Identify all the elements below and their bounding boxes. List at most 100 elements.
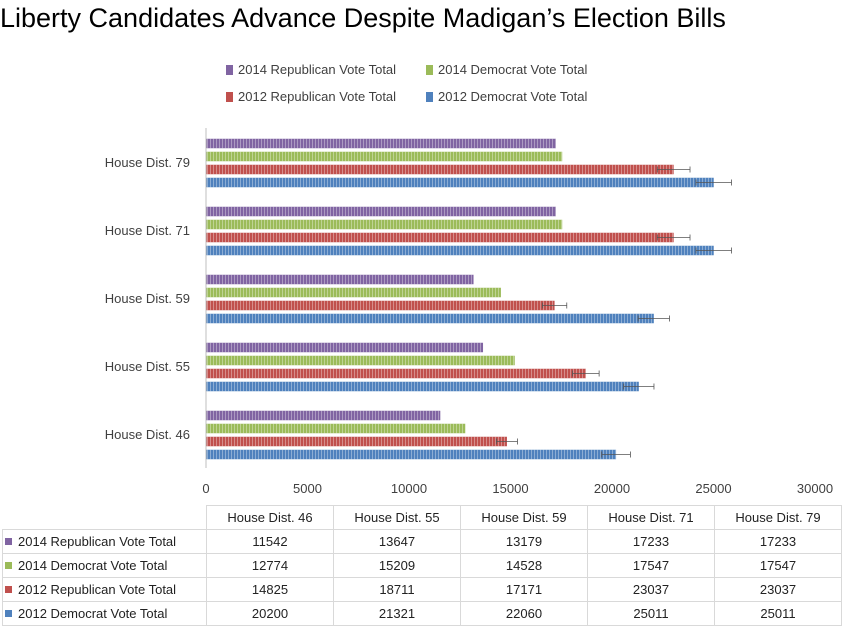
x-tick-label-25000: 25000 [695, 481, 731, 496]
table-legend-swatch [5, 562, 12, 569]
table-corner-cell [2, 505, 207, 530]
x-tick-label-15000: 15000 [492, 481, 528, 496]
legend-swatch [226, 65, 233, 75]
x-tick-label-30000: 30000 [797, 481, 833, 496]
error-bar-2012-democrat-vote-total-house-dist-46 [601, 451, 631, 458]
table-cell: 23037 [714, 577, 842, 602]
legend-label: 2014 Democrat Vote Total [438, 62, 587, 77]
x-tick-label-10000: 10000 [391, 481, 427, 496]
bar-texture-2012-republican-vote-total-house-dist-79 [206, 164, 674, 175]
bar-texture-2014-republican-vote-total-house-dist-59 [206, 274, 474, 285]
chart-legend: 2014 Republican Vote Total 2014 Democrat … [226, 62, 587, 104]
y-tick-label-house-dist-59: House Dist. 59 [105, 291, 190, 306]
bar-texture-2014-democrat-vote-total-house-dist-46 [206, 423, 466, 434]
table-legend-swatch [5, 586, 12, 593]
error-bar-2012-republican-vote-total-house-dist-71 [656, 234, 691, 241]
table-legend-swatch [5, 610, 12, 617]
table-cell: 15209 [333, 553, 461, 578]
table-row-label-text: 2012 Democrat Vote Total [18, 606, 168, 621]
table-row: 2012 Republican Vote Total 14825 18711 1717… [2, 577, 842, 602]
table-cell: 12774 [206, 553, 334, 578]
table-cell: 17547 [587, 553, 715, 578]
table-row-label: 2014 Republican Vote Total [2, 529, 207, 554]
table-header-house-dist-59: House Dist. 59 [460, 505, 588, 530]
chart-title: Liberty Candidates Advance Despite Madig… [0, 3, 726, 33]
y-tick-label-house-dist-79: House Dist. 79 [105, 155, 190, 170]
x-tick-label-5000: 5000 [293, 481, 322, 496]
table-row: 2012 Democrat Vote Total 20200 21321 22060 2… [2, 601, 842, 626]
x-tick-label-20000: 20000 [594, 481, 630, 496]
data-table: House Dist. 46 House Dist. 55 House Dist. … [2, 505, 842, 626]
axes-group: House Dist. 46 House Dist. 55 House Dist. … [105, 128, 833, 496]
error-bar-2012-republican-vote-total-house-dist-79 [656, 166, 691, 173]
bar-texture-2014-republican-vote-total-house-dist-46 [206, 410, 441, 421]
error-bar-2012-republican-vote-total-house-dist-55 [572, 370, 600, 377]
table-row-label-text: 2014 Democrat Vote Total [18, 558, 168, 573]
table-row-label: 2012 Democrat Vote Total [2, 601, 207, 626]
table-cell: 13179 [460, 529, 588, 554]
bar-texture-2012-democrat-vote-total-house-dist-46 [206, 449, 617, 460]
table-row: 2014 Democrat Vote Total 12774 15209 14528 1… [2, 553, 842, 578]
bar-texture-2012-republican-vote-total-house-dist-46 [206, 436, 507, 447]
error-bar-2012-democrat-vote-total-house-dist-79 [695, 179, 732, 186]
bar-texture-2014-democrat-vote-total-house-dist-79 [206, 151, 563, 162]
table-cell: 11542 [206, 529, 334, 554]
table-cell: 13647 [333, 529, 461, 554]
bar-texture-2014-republican-vote-total-house-dist-79 [206, 138, 556, 149]
table-cell: 14528 [460, 553, 588, 578]
bar-texture-2012-democrat-vote-total-house-dist-71 [206, 245, 714, 256]
legend-swatch [426, 65, 433, 75]
bar-texture-2012-democrat-vote-total-house-dist-59 [206, 313, 654, 324]
legend-item-2012-republican-vote-total: 2012 Republican Vote Total [226, 89, 396, 104]
error-bar-2012-democrat-vote-total-house-dist-55 [623, 383, 655, 390]
table-legend-swatch [5, 538, 12, 545]
legend-label: 2012 Democrat Vote Total [438, 89, 587, 104]
table-cell: 20200 [206, 601, 334, 626]
table-header-house-dist-71: House Dist. 71 [587, 505, 715, 530]
bar-texture-2012-republican-vote-total-house-dist-55 [206, 368, 586, 379]
table-cell: 25011 [714, 601, 842, 626]
table-cell: 18711 [333, 577, 461, 602]
error-bar-2012-republican-vote-total-house-dist-59 [541, 302, 568, 309]
table-cell: 22060 [460, 601, 588, 626]
table-cell: 23037 [587, 577, 715, 602]
legend-item-2014-democrat-vote-total: 2014 Democrat Vote Total [426, 62, 587, 77]
y-tick-label-house-dist-71: House Dist. 71 [105, 223, 190, 238]
y-tick-label-house-dist-55: House Dist. 55 [105, 359, 190, 374]
bar-texture-2012-republican-vote-total-house-dist-71 [206, 232, 674, 243]
error-bar-2012-democrat-vote-total-house-dist-71 [695, 247, 732, 254]
y-tick-label-house-dist-46: House Dist. 46 [105, 427, 190, 442]
table-cell: 25011 [587, 601, 715, 626]
table-cell: 17547 [714, 553, 842, 578]
table-cell: 14825 [206, 577, 334, 602]
bar-texture-2014-democrat-vote-total-house-dist-59 [206, 287, 501, 298]
table-row-label: 2014 Democrat Vote Total [2, 553, 207, 578]
table-row-label: 2012 Republican Vote Total [2, 577, 207, 602]
legend-label: 2012 Republican Vote Total [238, 89, 396, 104]
table-row-label-text: 2012 Republican Vote Total [18, 582, 177, 597]
bar-chart: 2014 Republican Vote Total 2014 Democrat … [105, 62, 833, 496]
table-cell: 17233 [587, 529, 715, 554]
legend-swatch [226, 92, 233, 102]
table-cell: 21321 [333, 601, 461, 626]
error-bar-2012-republican-vote-total-house-dist-46 [496, 438, 518, 445]
legend-item-2014-republican-vote-total: 2014 Republican Vote Total [226, 62, 396, 77]
bar-texture-2014-democrat-vote-total-house-dist-71 [206, 219, 563, 230]
table-cell: 17171 [460, 577, 588, 602]
table-cell: 17233 [714, 529, 842, 554]
legend-swatch [426, 92, 433, 102]
bar-texture-2012-democrat-vote-total-house-dist-79 [206, 177, 714, 188]
bars-group [206, 138, 732, 460]
table-row: 2014 Republican Vote Total 11542 13647 1317… [2, 529, 842, 554]
bar-texture-2014-democrat-vote-total-house-dist-55 [206, 355, 515, 366]
table-header-house-dist-46: House Dist. 46 [206, 505, 334, 530]
table-row-label-text: 2014 Republican Vote Total [18, 534, 177, 549]
bar-texture-2014-republican-vote-total-house-dist-55 [206, 342, 484, 353]
table-header-house-dist-79: House Dist. 79 [714, 505, 842, 530]
legend-item-2012-democrat-vote-total: 2012 Democrat Vote Total [426, 89, 587, 104]
bar-texture-2012-republican-vote-total-house-dist-59 [206, 300, 555, 311]
error-bar-2012-democrat-vote-total-house-dist-59 [637, 315, 670, 322]
table-header-house-dist-55: House Dist. 55 [333, 505, 461, 530]
legend-label: 2014 Republican Vote Total [238, 62, 396, 77]
x-tick-label-0: 0 [202, 481, 209, 496]
